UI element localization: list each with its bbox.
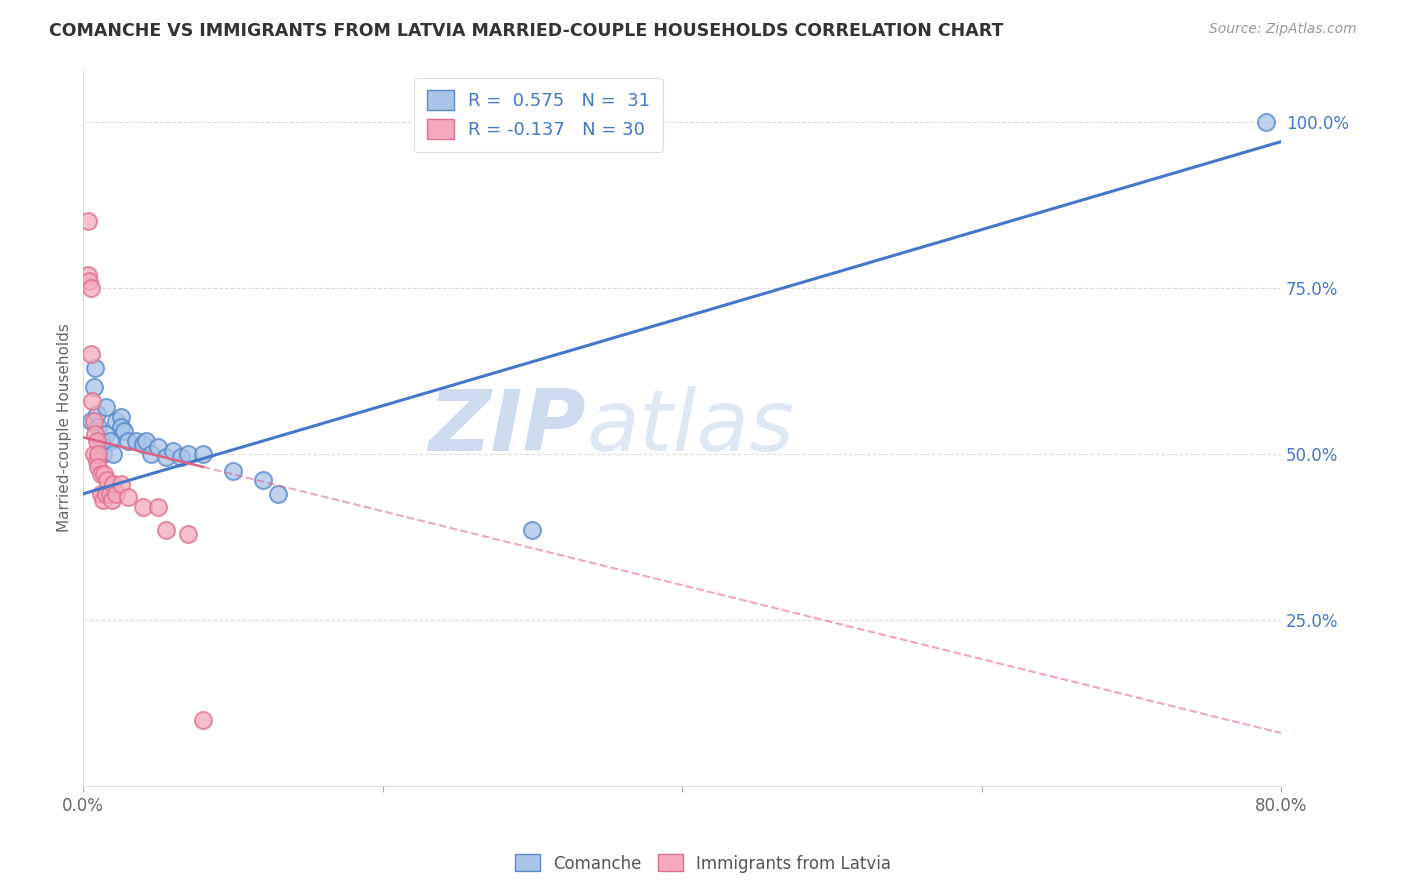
Point — [252, 474, 274, 488]
Point — [177, 526, 200, 541]
Point — [86, 407, 108, 421]
Point — [98, 487, 121, 501]
Legend: R =  0.575   N =  31, R = -0.137   N = 30: R = 0.575 N = 31, R = -0.137 N = 30 — [413, 78, 662, 152]
Point — [76, 214, 98, 228]
Point — [83, 414, 105, 428]
Point — [90, 487, 112, 501]
Point — [98, 434, 121, 448]
Legend: Comanche, Immigrants from Latvia: Comanche, Immigrants from Latvia — [508, 847, 898, 880]
Text: Source: ZipAtlas.com: Source: ZipAtlas.com — [1209, 22, 1357, 37]
Point — [222, 463, 245, 477]
Point — [1254, 114, 1277, 128]
Point — [80, 414, 103, 428]
Point — [82, 393, 104, 408]
Point — [146, 440, 169, 454]
Point — [169, 450, 191, 465]
Point — [80, 281, 103, 295]
Text: atlas: atlas — [586, 386, 794, 469]
Point — [110, 410, 132, 425]
Point — [94, 487, 117, 501]
Point — [84, 360, 107, 375]
Point — [155, 450, 177, 465]
Point — [77, 274, 100, 288]
Point — [94, 427, 117, 442]
Point — [135, 434, 157, 448]
Point — [522, 524, 544, 538]
Point — [191, 447, 214, 461]
Point — [139, 447, 162, 461]
Point — [86, 453, 108, 467]
Point — [267, 487, 290, 501]
Point — [110, 476, 132, 491]
Point — [86, 434, 108, 448]
Point — [87, 447, 110, 461]
Point — [112, 424, 135, 438]
Point — [96, 474, 118, 488]
Point — [90, 467, 112, 481]
Point — [94, 401, 117, 415]
Point — [90, 434, 112, 448]
Text: ZIP: ZIP — [429, 386, 586, 469]
Point — [76, 268, 98, 282]
Point — [87, 460, 110, 475]
Point — [83, 380, 105, 394]
Point — [87, 420, 110, 434]
Point — [162, 443, 184, 458]
Point — [110, 420, 132, 434]
Point — [132, 437, 155, 451]
Point — [80, 347, 103, 361]
Point — [91, 447, 114, 461]
Point — [132, 500, 155, 514]
Point — [105, 414, 128, 428]
Point — [155, 524, 177, 538]
Point — [146, 500, 169, 514]
Point — [103, 447, 125, 461]
Point — [105, 487, 128, 501]
Point — [93, 467, 115, 481]
Y-axis label: Married-couple Households: Married-couple Households — [58, 323, 72, 532]
Point — [117, 490, 139, 504]
Point — [177, 447, 200, 461]
Point — [125, 434, 148, 448]
Point — [191, 713, 214, 727]
Point — [91, 493, 114, 508]
Text: COMANCHE VS IMMIGRANTS FROM LATVIA MARRIED-COUPLE HOUSEHOLDS CORRELATION CHART: COMANCHE VS IMMIGRANTS FROM LATVIA MARRI… — [49, 22, 1004, 40]
Point — [83, 447, 105, 461]
Point — [103, 476, 125, 491]
Point — [117, 434, 139, 448]
Point — [100, 493, 122, 508]
Point — [84, 427, 107, 442]
